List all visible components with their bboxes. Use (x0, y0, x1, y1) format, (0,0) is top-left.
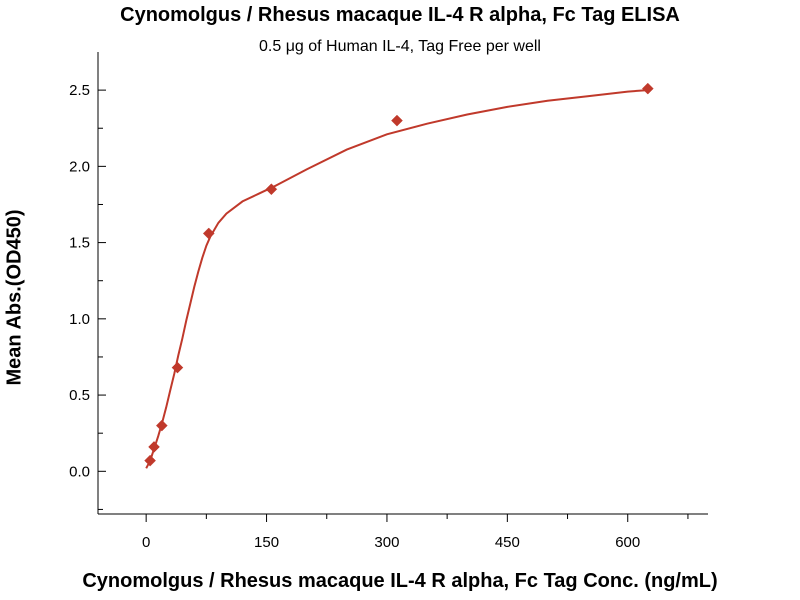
fit-curve-line (145, 89, 648, 469)
chart-subtitle: 0.5 μg of Human IL-4, Tag Free per well (259, 38, 541, 55)
x-tick-label: 0 (142, 534, 150, 551)
data-point (202, 227, 215, 240)
x-axis-label: Cynomolgus / Rhesus macaque IL-4 R alpha… (82, 570, 718, 592)
data-point (171, 361, 184, 374)
y-tick-label: 2.5 (69, 82, 90, 99)
x-tick-label: 300 (374, 534, 399, 551)
chart-title: Cynomolgus / Rhesus macaque IL-4 R alpha… (120, 4, 680, 26)
data-point (641, 82, 654, 95)
data-point (144, 454, 156, 467)
y-tick-label: 1.0 (69, 311, 90, 328)
x-tick-label: 450 (495, 534, 520, 551)
y-tick-label: 0.5 (69, 387, 90, 404)
data-point (148, 441, 160, 453)
y-tick-label: 1.5 (69, 235, 90, 252)
x-tick-label: 600 (615, 534, 640, 551)
y-tick-label: 0.0 (69, 463, 90, 480)
data-point (265, 183, 278, 196)
data-point (391, 114, 403, 127)
x-tick-label: 150 (254, 534, 279, 551)
data-point (155, 419, 168, 432)
y-tick-label: 2.0 (69, 158, 90, 175)
